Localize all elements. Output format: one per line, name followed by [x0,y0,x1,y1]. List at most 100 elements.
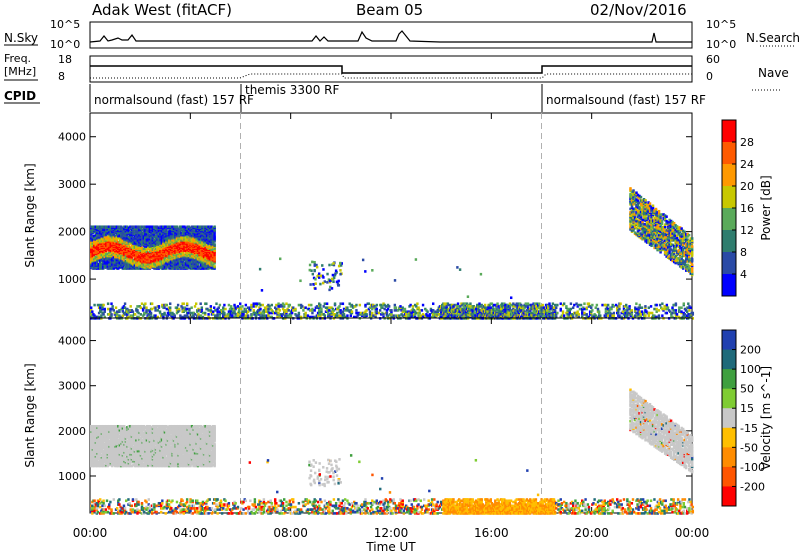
data-cell [120,225,123,229]
data-cell [129,310,132,314]
data-cell [669,242,673,246]
data-cell [331,263,334,267]
data-cell [299,315,303,319]
data-cell [139,249,143,253]
data-cell [127,311,130,315]
data-cell [415,305,418,308]
data-cell [118,310,121,314]
data-cell [102,225,105,229]
data-cell [407,310,410,314]
data-cell [335,271,338,274]
data-cell [375,310,378,314]
data-cell [630,220,634,223]
data-cell [680,246,683,250]
data-cell [432,313,435,316]
data-cell [165,225,168,229]
data-cell [338,315,341,319]
data-cell [184,226,188,230]
data-cell [140,302,144,306]
data-cell [327,313,330,316]
data-cell [100,315,103,319]
data-cell [227,303,231,307]
data-cell [173,315,176,319]
data-cell [262,309,266,312]
data-cell [111,266,114,269]
data-cell [338,305,341,308]
data-cell [202,233,206,237]
data-cell [216,307,219,311]
data-cell [94,267,97,270]
data-cell [369,315,373,319]
data-cell [629,222,632,226]
data-cell [368,306,372,310]
data-cell [223,313,226,316]
data-cell [149,313,153,316]
data-cell [181,225,185,229]
data-cell [404,310,408,314]
data-cell [642,236,646,240]
data-cell [97,311,101,315]
data-cell [201,267,204,270]
data-cell [654,212,658,215]
data-cell [103,260,106,264]
data-cell [151,264,155,267]
data-cell [185,303,189,307]
data-cell [94,255,97,259]
data-cell [258,306,261,310]
data-cell [185,307,189,311]
data-cell [229,305,233,308]
data-cell [347,309,350,312]
data-cell [115,313,119,316]
data-cell [653,244,656,247]
data-cell [147,314,150,317]
data-cell [124,256,128,260]
data-cell [122,305,126,308]
data-cell [244,309,248,312]
data-cell [255,311,259,315]
data-cell [96,303,100,307]
panel-frame [89,112,693,319]
data-cell [651,223,655,227]
data-cell [338,314,341,317]
data-cell [657,225,661,229]
data-cell [162,265,165,268]
data-cell [124,248,128,252]
data-cell [97,225,100,229]
data-cell [635,226,638,230]
data-cell [121,314,125,317]
data-cell [172,313,175,316]
data-cell [678,234,682,237]
data-cell [665,219,668,223]
data-cell [311,309,314,312]
data-cell [286,314,289,317]
data-cell [109,310,112,314]
data-cell [204,235,207,239]
data-cell [144,258,147,262]
data-cell [630,214,634,217]
data-cell [144,251,147,255]
data-cell [106,235,109,239]
data-cell [114,231,117,235]
data-cell [91,266,94,269]
data-cell [147,313,150,316]
data-cell [680,233,683,236]
data-cell [364,270,367,273]
data-cell [671,220,674,224]
data-cell [662,228,665,231]
data-cell [144,241,147,244]
data-cell [671,226,674,230]
data-cell [375,303,378,307]
data-cell [156,232,159,236]
data-cell [342,307,346,311]
data-cell [135,234,138,238]
data-cell [382,302,385,306]
data-cell [263,314,267,317]
data-cell [659,216,662,220]
data-cell [346,306,349,310]
data-cell [671,249,674,252]
data-cell [136,262,140,265]
data-cell [674,224,677,227]
data-cell [648,202,652,205]
data-cell [287,315,290,319]
data-cell [166,314,170,317]
